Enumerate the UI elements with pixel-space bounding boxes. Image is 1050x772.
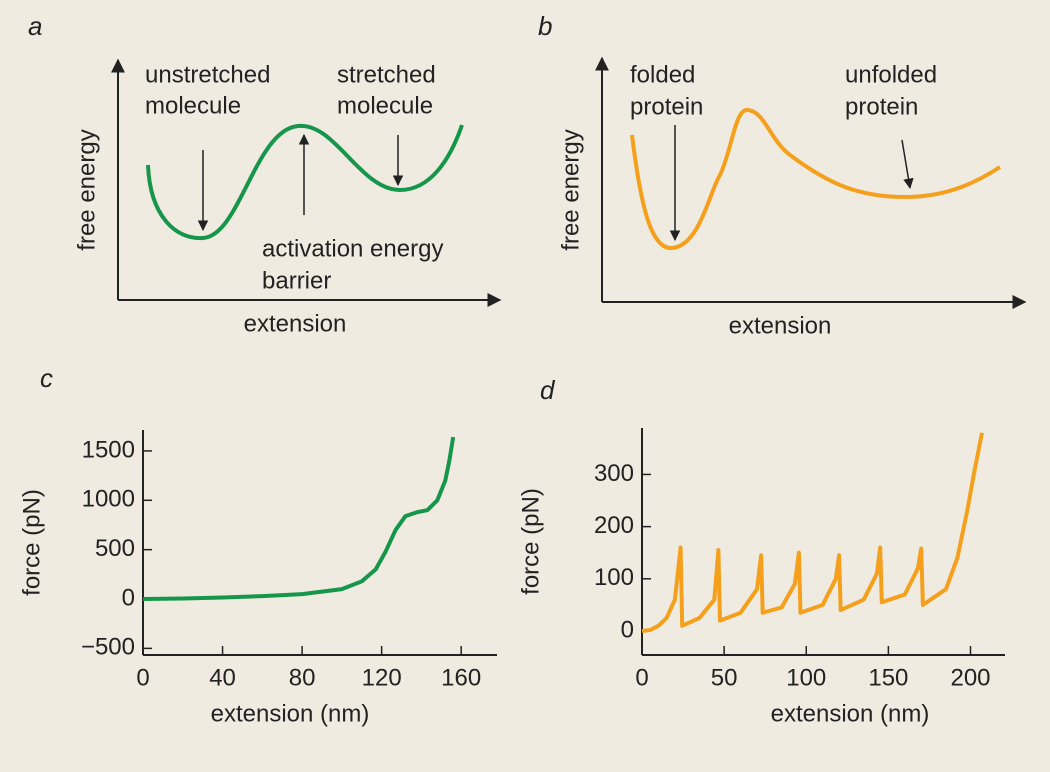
annotation: stretched — [337, 61, 436, 88]
annotation: molecule — [145, 92, 241, 119]
x-tick-label: 150 — [868, 664, 908, 691]
x-tick-label: 100 — [786, 664, 826, 691]
panel-label: a — [28, 11, 42, 41]
panel-label: d — [540, 375, 556, 405]
y-tick-label: 200 — [594, 512, 634, 539]
y-axis-label: free energy — [73, 129, 100, 250]
y-tick-label: 1000 — [82, 486, 135, 513]
panel: d 0 50 100 150 200 0 100 200 300 force (pN) extensi… — [517, 375, 1005, 727]
panel-label: c — [40, 363, 53, 393]
annotation: unstretched — [145, 61, 270, 88]
annotation: protein — [630, 93, 703, 120]
x-tick-label: 80 — [289, 664, 316, 691]
annotation: barrier — [262, 267, 331, 294]
x-axis-label: extension — [244, 310, 347, 337]
energy-curve — [146, 123, 464, 241]
x-tick-label: 0 — [136, 664, 149, 691]
panel-a: a free energy extension unstretched mole… — [28, 11, 502, 337]
x-tick-label: 120 — [362, 664, 402, 691]
x-tick-label: 40 — [209, 664, 236, 691]
x-tick-label: 50 — [711, 664, 738, 691]
panel-b: b free energy extension folded protein u… — [538, 11, 1027, 339]
annotation: folded — [630, 61, 695, 88]
y-tick-label: 100 — [594, 564, 634, 591]
y-tick-label: 300 — [594, 460, 634, 487]
annotation: activation energy — [262, 235, 443, 262]
y-axis-label: force (pN) — [517, 488, 544, 595]
data-line — [641, 432, 984, 633]
x-tick-label: 200 — [950, 664, 990, 691]
data-line — [142, 436, 456, 601]
annotation: unfolded — [845, 61, 937, 88]
x-tick-label: 160 — [441, 664, 481, 691]
y-tick-label: 500 — [95, 535, 135, 562]
y-axis-label: free energy — [557, 129, 584, 250]
y-tick-label: 0 — [621, 616, 634, 643]
annotation: protein — [845, 93, 918, 120]
x-axis-label: extension (nm) — [771, 700, 930, 727]
arrow — [901, 139, 914, 190]
y-axis-label: force (pN) — [18, 489, 45, 596]
y-tick-label: −500 — [81, 634, 135, 661]
x-tick-label: 0 — [635, 664, 648, 691]
x-axis-label: extension — [729, 312, 832, 339]
y-tick-label: 0 — [122, 584, 135, 611]
energy-curve — [630, 108, 1002, 250]
x-axis-label: extension (nm) — [211, 700, 370, 727]
y-tick-label: 1500 — [82, 436, 135, 463]
panel-label: b — [538, 11, 552, 41]
annotation: molecule — [337, 92, 433, 119]
